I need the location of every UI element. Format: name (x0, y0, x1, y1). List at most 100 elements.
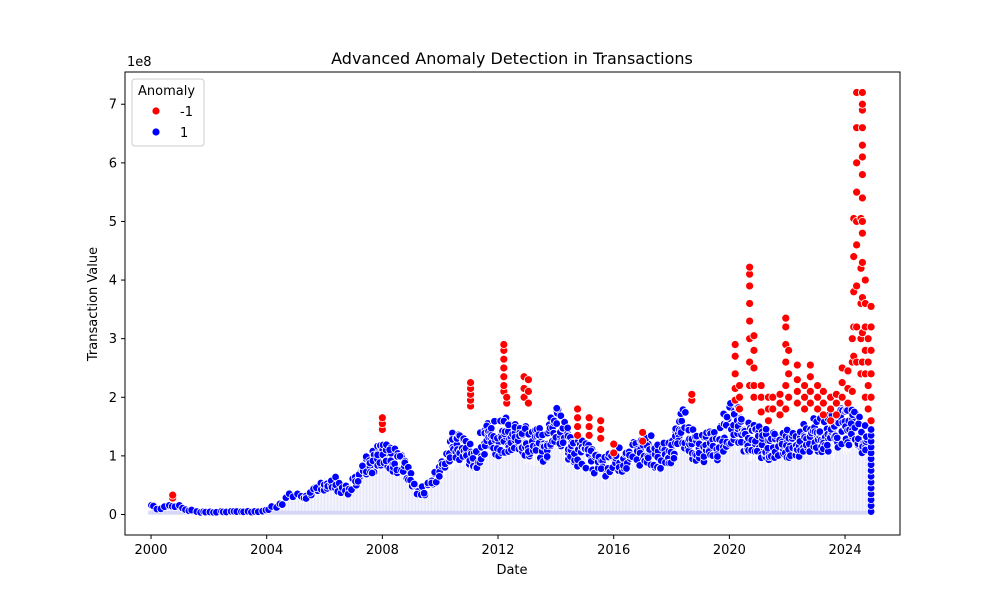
anomaly-point (609, 439, 619, 449)
anomaly-point (800, 381, 809, 390)
x-tick-label: 2012 (481, 543, 514, 558)
normal-point (395, 452, 405, 461)
anomaly-point (499, 372, 509, 382)
x-axis-label: Date (496, 563, 527, 578)
y-tick-label: 3 (109, 332, 117, 347)
anomaly-point (524, 375, 533, 385)
anomaly-point (466, 378, 475, 388)
anomaly-point (805, 360, 815, 370)
anomaly-point (781, 381, 791, 390)
anomaly-point (745, 357, 755, 367)
anomaly-point (775, 389, 785, 399)
anomaly-point (813, 381, 822, 390)
anomaly-point (596, 425, 606, 434)
normal-point (681, 408, 690, 417)
anomaly-point (852, 240, 862, 250)
x-tick-label: 2004 (250, 543, 283, 558)
anomaly-point (596, 433, 606, 443)
anomaly-point (584, 422, 594, 431)
normal-point (770, 429, 779, 439)
legend-label-anomaly: -1 (180, 105, 193, 120)
anomaly-point (781, 322, 791, 332)
x-tick-label: 2020 (713, 543, 746, 558)
normal-point (737, 415, 746, 424)
anomaly-point (499, 363, 509, 373)
anomaly-point (792, 375, 802, 385)
legend-marker-normal (151, 127, 161, 137)
anomaly-point (852, 187, 862, 197)
anomaly-point (866, 345, 876, 355)
anomaly-point (858, 88, 867, 97)
normal-point (419, 488, 429, 498)
anomaly-point (837, 378, 847, 388)
anomaly-point (866, 302, 876, 311)
anomaly-point (818, 398, 828, 408)
anomaly-point (756, 392, 766, 402)
plot-area (124, 71, 901, 536)
normal-point (855, 412, 864, 422)
anomaly-point (768, 392, 778, 402)
anomaly-point (735, 404, 744, 414)
anomaly-point (499, 354, 509, 364)
anomaly-point (792, 398, 802, 408)
normal-point (844, 440, 854, 450)
anomaly-point (573, 430, 582, 440)
anomaly-point (858, 258, 867, 267)
anomaly-point (858, 123, 867, 133)
anomaly-point (499, 381, 509, 390)
anomaly-point (687, 389, 697, 399)
anomaly-point (756, 381, 766, 390)
plot-frame (124, 71, 901, 536)
normal-point (722, 412, 732, 422)
anomaly-point (826, 404, 835, 414)
normal-point (278, 500, 287, 509)
anomaly-point (849, 252, 859, 262)
normal-point (331, 472, 340, 482)
anomaly-point (847, 387, 857, 396)
y-tick-label: 2 (109, 391, 117, 406)
anomaly-point (863, 404, 873, 414)
anomaly-point (863, 357, 873, 367)
x-tick-label: 2000 (134, 543, 167, 558)
legend: Anomaly -1 1 (131, 78, 205, 147)
anomaly-point (852, 322, 862, 332)
y-tick-label: 0 (109, 508, 117, 523)
normal-point (480, 450, 489, 459)
anomaly-point (858, 170, 867, 179)
anomaly-point (858, 193, 867, 203)
legend-marker-anomaly (151, 106, 161, 116)
anomaly-point (584, 430, 594, 440)
y-axis: 0 1 2 3 4 5 6 7 (109, 98, 125, 523)
y-tick-label: 1 (109, 449, 117, 464)
anomaly-point (784, 392, 794, 402)
anomaly-point (502, 392, 512, 402)
anomaly-point (852, 281, 862, 291)
anomaly-point (866, 369, 876, 379)
y-scale-label: 1e8 (127, 55, 152, 70)
normal-point (542, 452, 552, 461)
anomaly-point (749, 381, 759, 390)
anomaly-point (775, 398, 785, 408)
y-tick-label: 7 (109, 98, 117, 113)
anomaly-point (831, 398, 841, 408)
anomaly-point (584, 413, 594, 423)
anomaly-point (519, 392, 529, 402)
anomaly-point (781, 313, 791, 323)
anomaly-point (792, 360, 802, 370)
anomaly-point (749, 345, 759, 355)
legend-label-normal: 1 (180, 126, 188, 141)
anomaly-point (847, 334, 857, 344)
x-tick-label: 2008 (366, 543, 399, 558)
normal-point (646, 431, 656, 440)
anomaly-point (638, 428, 648, 437)
anomaly-point (730, 351, 740, 361)
anomaly-point (800, 404, 809, 414)
normal-point (563, 423, 572, 433)
anomaly-point (805, 387, 815, 396)
anomaly-point (852, 158, 862, 168)
anomaly-point (818, 410, 828, 420)
normal-point (465, 439, 475, 449)
normal-point (435, 472, 444, 481)
anomaly-point (524, 398, 533, 408)
anomaly-point (866, 392, 876, 402)
